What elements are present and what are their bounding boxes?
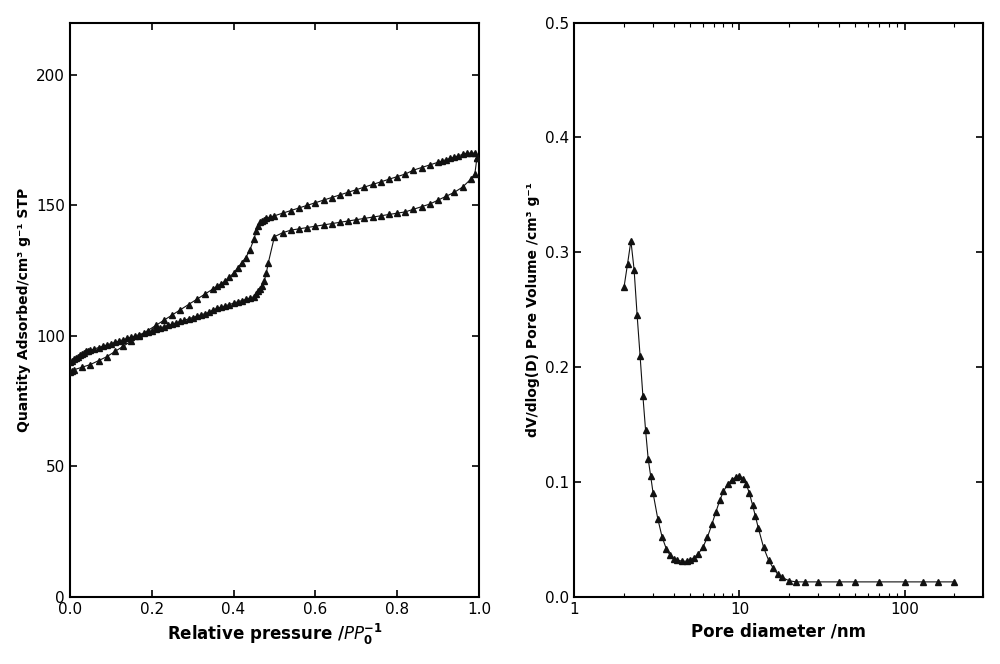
- X-axis label: $\mathbf{Relative\ pressure\ /}$$\mathbf{\mathit{PP}}_{\mathbf{0}}^{\mathbf{-1}}: $\mathbf{Relative\ pressure\ /}$$\mathbf…: [167, 622, 382, 647]
- X-axis label: Pore diameter /nm: Pore diameter /nm: [691, 622, 866, 640]
- Y-axis label: Quantity Adsorbed/cm³ g⁻¹ STP: Quantity Adsorbed/cm³ g⁻¹ STP: [17, 188, 31, 432]
- Y-axis label: dV/dlog(D) Pore Volume /cm³ g⁻¹: dV/dlog(D) Pore Volume /cm³ g⁻¹: [526, 183, 540, 437]
